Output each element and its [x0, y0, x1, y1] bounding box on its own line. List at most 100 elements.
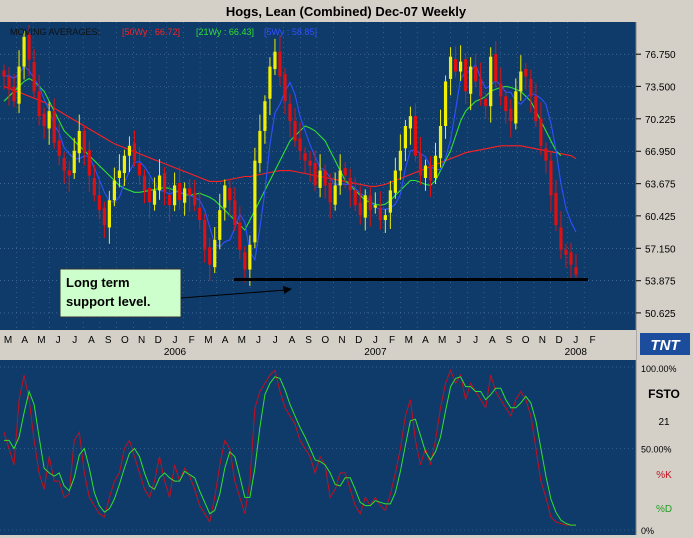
candle-body	[489, 56, 493, 107]
candle-body	[102, 207, 106, 226]
candle-body	[328, 182, 332, 203]
candle-body	[539, 118, 543, 146]
x-tick-label: A	[222, 335, 229, 346]
ma-line-50Wy	[3, 85, 577, 187]
x-tick-label: N	[138, 335, 145, 346]
y-tick-label: 57.150	[645, 244, 676, 255]
candle-body	[157, 175, 162, 191]
candle-body	[514, 91, 518, 124]
candle-body	[403, 125, 408, 149]
candle-body	[92, 177, 96, 196]
candle-body	[97, 195, 101, 211]
candle-body	[273, 51, 277, 70]
osc-line-%D	[4, 376, 576, 526]
candle-body	[479, 78, 483, 97]
x-tick-label: J	[573, 335, 578, 346]
candle-body	[418, 153, 423, 176]
candle-body	[137, 163, 142, 176]
candle-body	[17, 66, 21, 104]
y-tick-label: 66.950	[645, 147, 676, 158]
title-bar	[0, 0, 693, 22]
x-year-label: 2007	[364, 347, 387, 358]
candle-body	[544, 148, 548, 161]
d-legend: %D	[656, 504, 672, 515]
candle-body	[107, 200, 111, 228]
y-tick-label: 73.500	[645, 82, 676, 93]
x-axis	[0, 330, 636, 360]
y-tick-label: 50.625	[645, 309, 676, 320]
candle-body	[308, 160, 312, 166]
candle-body	[438, 125, 443, 159]
candle-body	[504, 96, 508, 112]
candle-body	[423, 165, 428, 178]
candle-body	[303, 153, 307, 161]
candle-body	[198, 207, 202, 221]
candle-body	[288, 103, 292, 122]
candle-body	[213, 239, 217, 268]
candle-body	[172, 185, 177, 206]
candle-body	[408, 116, 413, 129]
candle-body	[22, 36, 26, 67]
k-legend: %K	[656, 470, 672, 481]
candle-body	[278, 51, 282, 77]
candle-body	[499, 83, 503, 97]
candle-body	[268, 66, 272, 99]
candle-body	[428, 165, 433, 181]
candle-body	[12, 86, 16, 102]
candle-body	[559, 227, 563, 250]
candle-body	[358, 202, 362, 216]
candle-body	[368, 195, 372, 211]
candle-body	[52, 111, 56, 143]
x-tick-label: N	[539, 335, 546, 346]
x-tick-label: F	[389, 335, 395, 346]
candle-body	[208, 247, 212, 265]
candle-body	[443, 81, 448, 126]
candle-body	[228, 187, 232, 201]
candle-body	[223, 185, 227, 208]
candle-body	[519, 71, 523, 92]
candle-body	[238, 222, 242, 250]
candle-body	[323, 170, 327, 186]
candle-body	[373, 205, 377, 208]
candle-body	[469, 66, 473, 94]
y-tick-label: 50.00%	[641, 445, 672, 455]
candle-body	[509, 108, 513, 122]
y-tick-label: 100.00%	[641, 364, 677, 374]
x-year-label: 2008	[565, 347, 588, 358]
candle-body	[2, 70, 6, 77]
candle-body	[343, 168, 347, 176]
candle-body	[243, 252, 247, 270]
x-tick-label: S	[105, 335, 112, 346]
candle-body	[363, 195, 367, 218]
candle-body	[383, 215, 387, 221]
candle-body	[524, 69, 528, 77]
x-tick-label: M	[4, 335, 12, 346]
candle-body	[253, 160, 257, 243]
candle-body	[258, 130, 262, 164]
candle-body	[37, 91, 41, 117]
candle-body	[183, 188, 187, 203]
fsto-label: FSTO	[648, 387, 680, 401]
x-tick-label: A	[489, 335, 496, 346]
candle-body	[554, 192, 558, 226]
candle-body	[569, 252, 573, 265]
chart-title: Hogs, Lean (Combined) Dec-07 Weekly	[226, 4, 467, 19]
x-tick-label: J	[72, 335, 77, 346]
y-tick-label: 76.750	[645, 50, 676, 61]
x-tick-label: J	[273, 335, 278, 346]
candle-body	[474, 66, 478, 82]
x-tick-label: J	[56, 335, 61, 346]
candle-body	[142, 175, 147, 191]
candle-body	[464, 59, 468, 92]
candle-body	[318, 170, 322, 188]
candle-body	[152, 190, 157, 205]
candle-body	[453, 59, 458, 72]
x-tick-label: J	[473, 335, 478, 346]
candle-body	[393, 170, 397, 193]
candle-body	[122, 155, 127, 174]
candle-body	[178, 182, 182, 201]
x-tick-label: M	[238, 335, 246, 346]
annotation-text: Long term support level.	[66, 275, 151, 309]
x-tick-label: D	[555, 335, 562, 346]
